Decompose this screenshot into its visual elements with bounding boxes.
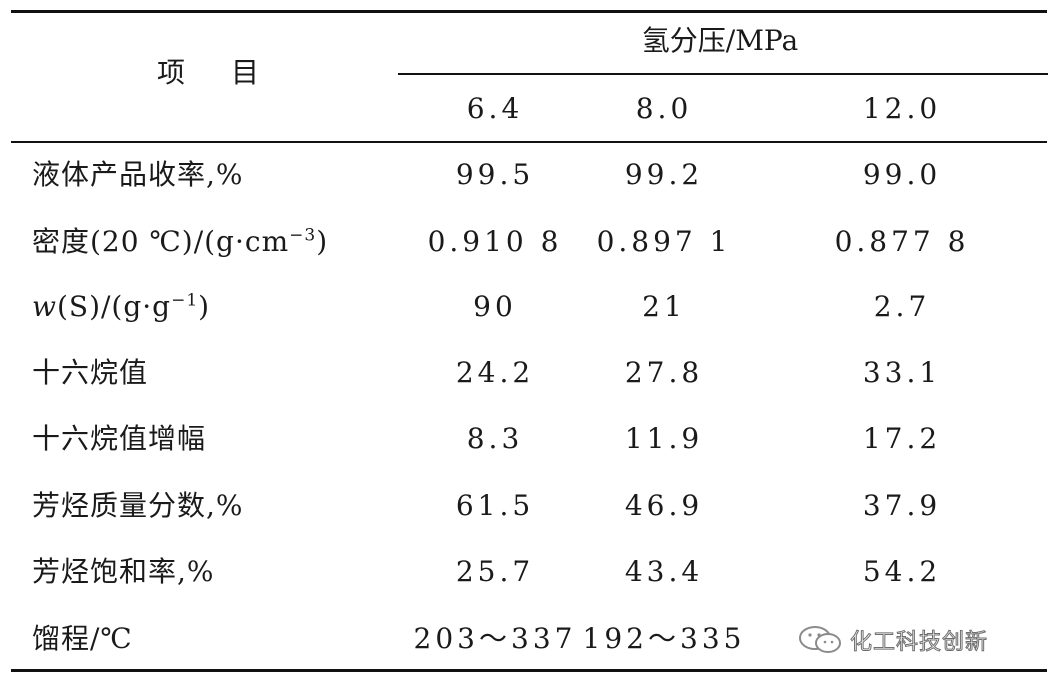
row-label: 液体产品收率,% [32, 158, 244, 191]
row-label: w(S)/(g·g−1) [32, 290, 211, 323]
row-label: 十六烷值增幅 [32, 422, 207, 455]
table-cell: 25.7 [455, 555, 535, 588]
row-label: 芳烃质量分数,% [32, 489, 244, 522]
header-bottom-rule [11, 141, 1047, 143]
table-cell: 99.2 [624, 158, 704, 191]
group-header-rule [398, 73, 1048, 75]
table-cell: 21 [642, 290, 686, 323]
table-cell: 99.5 [455, 158, 535, 191]
table-cell: 27.8 [624, 356, 704, 389]
watermark: 化工科技创新 [798, 620, 1028, 660]
row-label: 十六烷值 [32, 356, 149, 389]
column-header-8-0: 8.0 [635, 92, 693, 125]
table-cell: 90 [473, 290, 517, 323]
table-cell: 2.7 [873, 290, 931, 323]
table-cell: 99.0 [862, 158, 942, 191]
table-cell: 46.9 [624, 489, 704, 522]
table-cell: 43.4 [624, 555, 704, 588]
table-cell: 0.910 8 [427, 225, 563, 258]
column-header-6-4: 6.4 [466, 92, 524, 125]
table-cell: 11.9 [624, 422, 704, 455]
table-cell: 192～335 [582, 622, 746, 655]
table-cell: 37.9 [862, 489, 942, 522]
table-cell: 33.1 [862, 356, 942, 389]
top-rule [11, 10, 1047, 13]
table-cell: 61.5 [455, 489, 535, 522]
row-label: 芳烃饱和率,% [32, 555, 215, 588]
column-header-12-0: 12.0 [862, 92, 942, 125]
table-cell: 54.2 [862, 555, 942, 588]
hydrogen-pressure-header: 氢分压/MPa [641, 24, 799, 57]
item-header: 项目 [157, 56, 306, 89]
table-cell: 203～337 [413, 622, 577, 655]
row-label: 馏程/℃ [32, 622, 133, 655]
wechat-icon [799, 626, 841, 653]
table-cell: 17.2 [862, 422, 942, 455]
table-cell: 24.2 [455, 356, 535, 389]
table-cell: 0.877 8 [834, 225, 970, 258]
watermark-text: 化工科技创新 [849, 630, 989, 656]
row-label: 密度(20 ℃)/(g·cm−3) [32, 225, 329, 258]
table-cell: 0.897 1 [596, 225, 732, 258]
table-cell: 8.3 [466, 422, 524, 455]
bottom-rule [11, 669, 1047, 672]
